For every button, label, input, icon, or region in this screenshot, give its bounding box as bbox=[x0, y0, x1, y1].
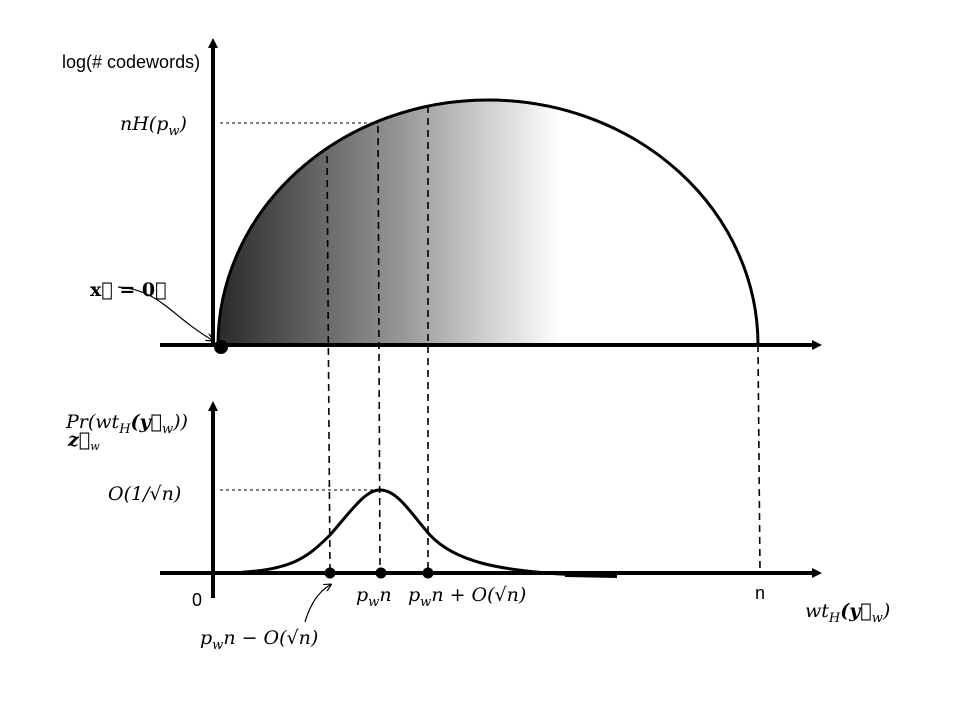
distribution-curve bbox=[231, 488, 618, 578]
text: p bbox=[200, 627, 212, 649]
text: (y⃗ bbox=[840, 600, 871, 622]
text: ) bbox=[882, 600, 890, 622]
dot bbox=[375, 567, 387, 579]
callout bbox=[117, 286, 212, 340]
text: wt bbox=[805, 600, 829, 622]
label: x⃗ = 0⃗ bbox=[90, 279, 167, 301]
dot bbox=[324, 567, 336, 579]
text: w bbox=[162, 422, 173, 437]
origin-dot bbox=[214, 340, 228, 354]
text: (y⃗ bbox=[131, 411, 162, 433]
text: p bbox=[408, 584, 420, 606]
guide bbox=[377, 125, 381, 574]
text: H bbox=[118, 422, 131, 437]
text: z⃗ bbox=[67, 429, 90, 451]
text: n − O(√n) bbox=[223, 627, 318, 649]
text: p bbox=[356, 584, 368, 606]
text: w bbox=[212, 638, 223, 653]
text: Pr(wt bbox=[65, 411, 120, 433]
codeword-curve bbox=[216, 98, 760, 347]
label: pwn + O(√n) bbox=[408, 584, 526, 610]
text: w bbox=[168, 124, 179, 139]
label: z⃗w bbox=[67, 429, 100, 453]
label: 0 bbox=[192, 590, 202, 610]
text: ) bbox=[179, 113, 187, 135]
guide bbox=[757, 344, 761, 574]
text: nH(p bbox=[120, 113, 168, 135]
guide bbox=[326, 155, 331, 574]
label: O(1/√n) bbox=[108, 483, 181, 505]
text: w bbox=[872, 611, 883, 626]
text: n + O(√n) bbox=[431, 584, 526, 606]
text: n bbox=[379, 584, 391, 606]
text: )) bbox=[172, 411, 188, 433]
y-axis-label: log(# codewords) bbox=[62, 52, 200, 72]
label: nH(pw) bbox=[120, 113, 187, 139]
text: H bbox=[828, 611, 841, 626]
tail bbox=[564, 573, 618, 578]
label: pwn bbox=[356, 584, 392, 610]
label: n bbox=[755, 583, 765, 603]
text: w bbox=[368, 595, 379, 610]
callout bbox=[304, 585, 330, 623]
text: w bbox=[90, 440, 100, 453]
x-axis-label: wtH(y⃗w) bbox=[805, 600, 890, 626]
y-axis-label: Pr(wtH(y⃗w)) bbox=[65, 411, 188, 437]
label: pwn − O(√n) bbox=[200, 627, 318, 653]
dot bbox=[422, 567, 434, 579]
text: w bbox=[420, 595, 431, 610]
